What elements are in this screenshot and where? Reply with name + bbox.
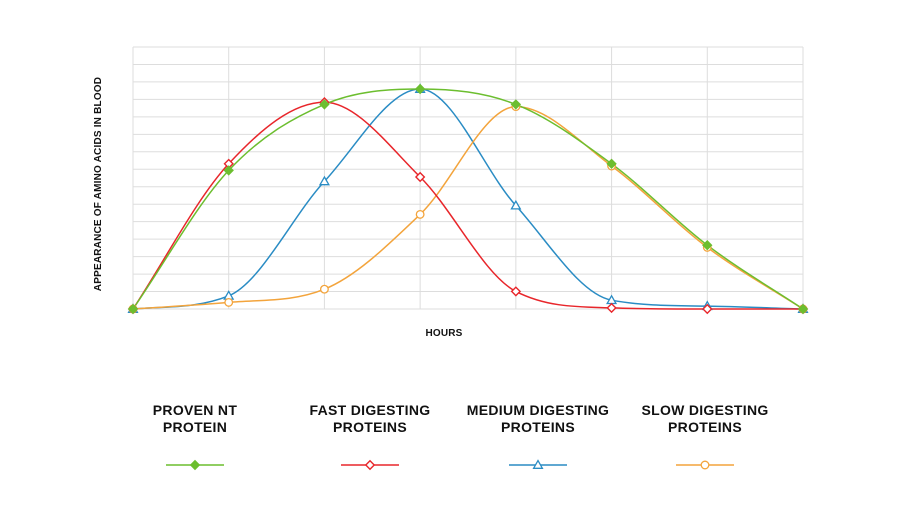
legend-swatch (509, 459, 567, 469)
x-axis-label: HOURS (425, 328, 462, 339)
data-point (224, 297, 234, 307)
data-point (414, 83, 426, 95)
legend-swatch-marker (364, 459, 376, 471)
legend-swatch (166, 459, 224, 471)
data-point (797, 303, 809, 315)
gridlines (132, 46, 804, 310)
legend-swatch-marker (532, 459, 544, 469)
data-point (223, 165, 234, 176)
data-point (510, 99, 522, 110)
data-point (319, 99, 330, 110)
data-point (510, 199, 522, 210)
data-point (414, 171, 426, 183)
data-point (415, 209, 425, 219)
data-point (510, 286, 522, 297)
legend-label: FAST DIGESTING PROTEINS (309, 402, 431, 435)
series-line (132, 88, 804, 310)
legend-swatch-marker (700, 460, 710, 470)
legend-label: SLOW DIGESTING PROTEINS (641, 402, 769, 435)
series-0 (132, 88, 804, 310)
series-markers-0 (127, 83, 809, 315)
legend-swatch (341, 459, 399, 471)
series-3 (132, 105, 804, 310)
legend-label: MEDIUM DIGESTING PROTEINS (466, 402, 610, 435)
legend-item: SLOW DIGESTING PROTEINS (630, 402, 780, 436)
legend-item: MEDIUM DIGESTING PROTEINS (463, 402, 613, 436)
data-point (606, 302, 617, 314)
data-point (318, 175, 330, 186)
data-point (702, 303, 713, 315)
data-point (702, 240, 713, 251)
series-2 (132, 88, 804, 310)
series-markers-1 (127, 97, 809, 315)
legend-swatch (676, 460, 734, 470)
series-markers-2 (127, 83, 809, 313)
data-point (606, 158, 617, 169)
series-line (132, 88, 804, 310)
data-point (223, 290, 235, 300)
legend-item: PROVEN NT PROTEIN (120, 402, 270, 436)
legend-swatch-marker (189, 459, 201, 471)
series-lines (127, 83, 809, 315)
legend-item: FAST DIGESTING PROTEINS (295, 402, 445, 436)
y-axis-label: APPEARANCE OF AMINO ACIDS IN BLOOD (93, 77, 104, 291)
data-point (127, 303, 139, 315)
data-point (319, 284, 329, 294)
legend-label: PROVEN NT PROTEIN (152, 402, 238, 435)
series-line (132, 105, 804, 310)
